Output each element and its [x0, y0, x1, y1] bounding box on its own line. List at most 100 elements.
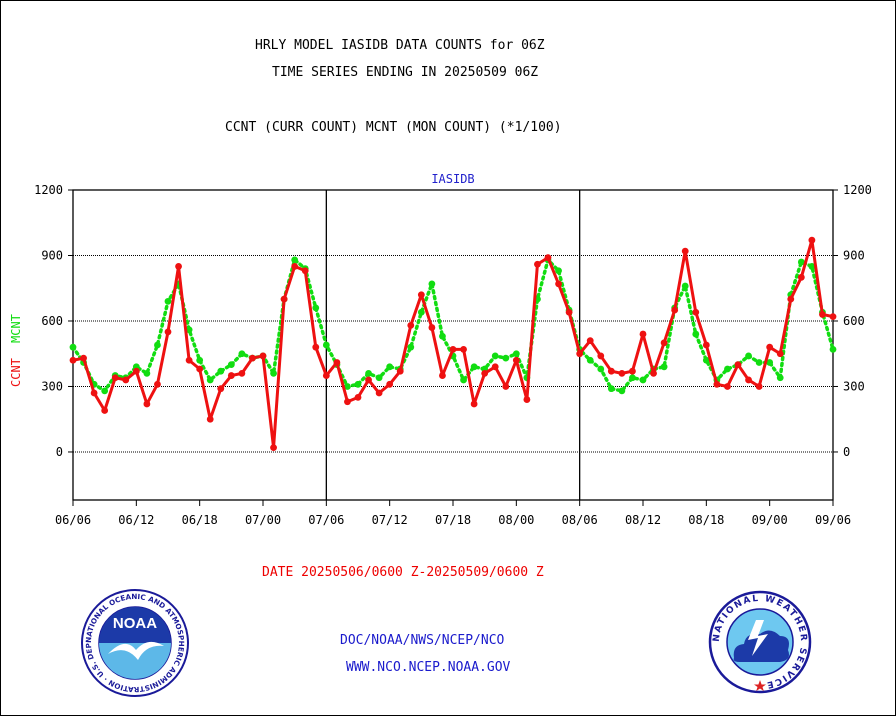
mcnt-point	[196, 356, 204, 364]
mcnt-series-line	[71, 256, 835, 394]
ccnt-point	[407, 321, 415, 329]
date-range-label: DATE 20250506/0600 Z-20250509/0600 Z	[262, 565, 544, 580]
mcnt-point	[797, 258, 805, 266]
ccnt-point	[344, 398, 351, 406]
ccnt-point	[111, 374, 119, 382]
mcnt-point	[375, 374, 383, 382]
ccnt-point	[196, 365, 204, 373]
ccnt-point	[671, 306, 679, 314]
x-tick-label: 08/18	[688, 513, 724, 527]
y-tick-label-left: 600	[41, 314, 63, 328]
x-tick-label: 07/00	[245, 513, 281, 527]
y-tick-label-right: 900	[843, 248, 865, 262]
mcnt-point	[460, 376, 467, 384]
mcnt-point	[291, 256, 299, 264]
x-tick-label: 06/06	[55, 513, 91, 527]
mcnt-point	[766, 359, 774, 366]
mcnt-point	[312, 304, 320, 312]
ccnt-point	[354, 393, 362, 401]
ccnt-point	[428, 324, 436, 331]
ccnt-point	[80, 354, 87, 362]
mcnt-point	[206, 376, 214, 384]
ccnt-point	[702, 341, 710, 349]
ccnt-point	[322, 372, 330, 379]
y-tick-label-right: 1200	[843, 183, 872, 197]
chart-title-line2: TIME SERIES ENDING IN 20250509 06Z	[272, 65, 539, 80]
ccnt-point	[597, 352, 605, 360]
mcnt-point	[681, 282, 689, 290]
ccnt-point	[164, 328, 172, 336]
x-tick-label: 08/00	[498, 513, 534, 527]
mcnt-point	[270, 369, 277, 377]
mcnt-point	[512, 350, 520, 358]
ccnt-point	[217, 385, 225, 393]
ccnt-point	[312, 343, 320, 351]
x-tick-label: 07/06	[308, 513, 344, 527]
ccnt-point	[639, 330, 647, 338]
organization-label: DOC/NOAA/NWS/NCEP/NCO	[340, 633, 505, 648]
ccnt-point	[132, 367, 140, 375]
ccnt-point	[660, 339, 668, 347]
y-tick-label-left: 0	[56, 445, 63, 459]
x-tick-label: 08/06	[562, 513, 598, 527]
ccnt-point	[396, 367, 404, 375]
ccnt-point	[502, 383, 510, 390]
ccnt-point	[618, 369, 626, 377]
ccnt-point	[586, 337, 594, 345]
x-tick-label: 09/00	[752, 513, 788, 527]
y-tick-label-right: 300	[843, 379, 865, 393]
ccnt-point	[819, 311, 826, 318]
mcnt-point	[365, 369, 372, 377]
ccnt-point	[629, 367, 636, 375]
ccnt-point	[259, 352, 267, 360]
ccnt-point	[227, 372, 235, 379]
mcnt-point	[238, 350, 246, 358]
mcnt-point	[217, 367, 225, 375]
ccnt-point	[755, 383, 763, 390]
ccnt-point	[692, 308, 700, 316]
time-series-chart: IASIDB 1200 1200 900 900 600 600 300 300 0 0 06/06 0…	[9, 172, 872, 527]
mcnt-point	[586, 356, 594, 364]
mcnt-point	[101, 387, 109, 395]
ccnt-point	[270, 444, 277, 452]
y-tick-label-right: 0	[843, 445, 850, 459]
ccnt-point	[291, 263, 299, 270]
ccnt-point	[375, 389, 383, 397]
mcnt-point	[69, 343, 77, 351]
y-axis-label-ccnt: CCNT	[9, 358, 23, 387]
ccnt-point	[417, 291, 425, 299]
mcnt-point	[607, 385, 615, 393]
mcnt-point	[407, 343, 415, 351]
mcnt-point	[745, 352, 752, 360]
noaa-logo-text: NOAA	[113, 615, 157, 632]
mcnt-point	[776, 374, 784, 382]
ccnt-point	[449, 345, 457, 353]
y-axis-label-mcnt: MCNT	[9, 314, 23, 343]
ccnt-point	[713, 380, 721, 388]
y-tick-label-left: 300	[41, 379, 63, 393]
ccnt-point	[745, 376, 752, 384]
ccnt-point	[555, 280, 562, 288]
ccnt-point	[238, 369, 246, 377]
mcnt-point	[439, 332, 446, 340]
y-tick-label-right: 600	[843, 314, 865, 328]
ccnt-point	[797, 273, 805, 281]
ccnt-point	[69, 356, 77, 364]
plot-title: IASIDB	[431, 172, 474, 186]
y-tick-label-left: 1200	[34, 183, 63, 197]
ccnt-series-line	[72, 238, 834, 450]
mcnt-point	[470, 363, 478, 371]
ccnt-point	[829, 313, 837, 321]
mcnt-point	[322, 341, 330, 349]
ccnt-point	[470, 400, 478, 408]
ccnt-point	[724, 383, 731, 390]
ccnt-point	[460, 345, 467, 353]
x-tick-label: 06/12	[118, 513, 154, 527]
ccnt-point	[90, 389, 98, 397]
ccnt-point	[565, 308, 573, 316]
mcnt-point	[555, 267, 562, 275]
ccnt-point	[301, 267, 309, 275]
ccnt-point	[249, 354, 256, 362]
ccnt-point	[544, 254, 552, 262]
mcnt-point	[755, 359, 763, 366]
